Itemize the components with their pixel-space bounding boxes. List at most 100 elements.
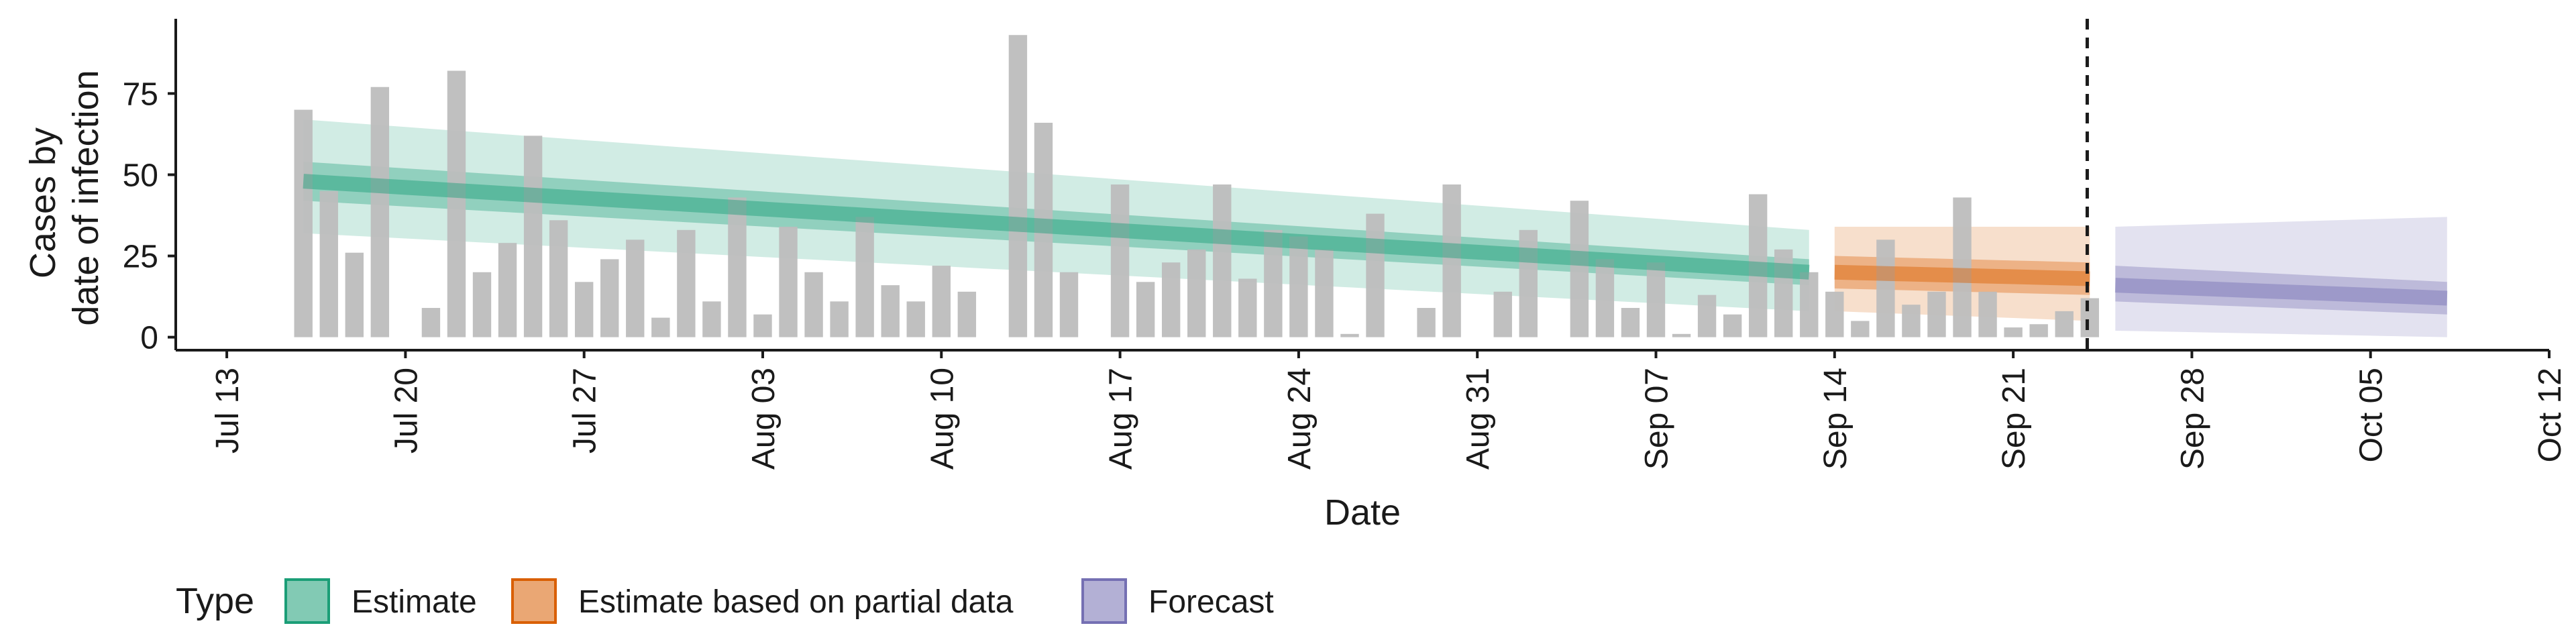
case-bar [1110, 184, 1130, 337]
y-axis-title: Cases by date of infection [23, 70, 106, 325]
case-bar [1161, 262, 1181, 337]
case-bar [1876, 239, 1895, 337]
case-bar [702, 301, 721, 337]
x-tick-label: Sep 21 [1996, 368, 2032, 470]
case-bar [1570, 201, 1589, 337]
x-tick-label: Aug 03 [746, 368, 782, 470]
case-bar [1366, 213, 1385, 337]
case-bar [753, 314, 772, 337]
case-bar [1595, 259, 1615, 337]
legend-label: Estimate based on partial data [578, 584, 1014, 620]
x-tick-label: Sep 14 [1818, 368, 1854, 470]
case-bar [1953, 197, 1972, 337]
case-bar [728, 197, 747, 337]
legend: Type Estimate Estimate based on partial d… [176, 578, 1274, 624]
case-bar [1442, 184, 1461, 337]
case-bar [2029, 324, 2048, 337]
case-bar [1825, 291, 1844, 337]
case-bar [1902, 305, 1921, 337]
case-bar [1264, 229, 1283, 337]
median-lines [303, 174, 2448, 306]
case-bar [1493, 291, 1512, 337]
case-bar [1059, 272, 1079, 337]
legend-items: Estimate Estimate based on partial data Fo… [284, 578, 1274, 624]
case-bar [1800, 272, 1819, 337]
y-axis-ticks: 0 25 50 75 [123, 76, 176, 356]
case-bar [1621, 308, 1640, 337]
case-bar [447, 70, 466, 337]
x-tick-label: Aug 31 [1460, 368, 1496, 470]
case-bar [1748, 194, 1768, 337]
case-bar [370, 87, 390, 337]
case-bar [1289, 236, 1308, 337]
y-tick-label: 75 [123, 76, 158, 112]
case-bar [957, 291, 977, 337]
median-band [2114, 278, 2448, 306]
case-bar [1519, 229, 1538, 337]
case-bar [1646, 262, 1666, 337]
case-bar [1340, 333, 1359, 337]
case-bar [472, 272, 492, 337]
case-bars [294, 35, 2099, 337]
outer-band [2115, 217, 2447, 337]
x-tick-label: Aug 24 [1282, 368, 1318, 470]
legend-label: Forecast [1148, 584, 1274, 620]
case-bar [651, 317, 670, 337]
case-bar [855, 217, 874, 337]
case-bar [830, 301, 849, 337]
legend-title: Type [176, 581, 254, 621]
case-bar [498, 243, 517, 337]
x-tick-label: Oct 12 [2532, 368, 2568, 462]
inner-band [303, 162, 1809, 286]
case-bar [1417, 308, 1436, 337]
case-bar [932, 266, 951, 337]
case-bar [421, 308, 441, 337]
case-bar [1008, 35, 1028, 337]
case-bar [2055, 311, 2074, 337]
x-tick-label: Aug 17 [1104, 368, 1139, 470]
case-bar [804, 272, 823, 337]
case-bar [1034, 122, 1053, 337]
case-bar [2004, 327, 2023, 337]
case-bar [1851, 321, 1870, 337]
case-bar [1187, 249, 1206, 337]
x-tick-label: Jul 20 [388, 368, 424, 453]
case-bar [1213, 184, 1232, 337]
case-bar [1774, 249, 1793, 337]
x-axis-title: Date [1324, 492, 1401, 533]
case-bar [294, 109, 313, 337]
y-axis-title-line-2: date of infection [66, 70, 106, 325]
case-bar [1978, 291, 1997, 337]
y-tick-label: 0 [140, 321, 158, 356]
case-bar [1136, 282, 1155, 337]
legend-swatch [1081, 578, 1127, 624]
inner-band [2115, 266, 2447, 315]
case-bar [549, 220, 568, 337]
x-axis-ticks: Jul 13 Jul 20 Jul 27 Aug 03 Aug 10 Aug 17 Aug … [210, 350, 2568, 470]
legend-swatch [511, 578, 557, 624]
median-band [1834, 264, 2090, 286]
x-tick-label: Oct 05 [2354, 368, 2390, 462]
y-tick-label: 25 [123, 239, 158, 275]
x-tick-label: Sep 28 [2175, 368, 2210, 470]
case-bar [626, 239, 645, 337]
case-bar [574, 282, 594, 337]
case-bar [600, 259, 619, 337]
case-bar [1672, 333, 1691, 337]
x-tick-label: Jul 27 [568, 368, 603, 453]
outer-band [303, 119, 1809, 311]
case-bar [345, 252, 364, 337]
x-tick-label: Aug 10 [924, 368, 960, 470]
case-bar [779, 226, 798, 337]
case-bar [1697, 294, 1717, 337]
case-bar [906, 301, 925, 337]
case-bar [319, 191, 338, 337]
case-bar [2080, 298, 2099, 337]
case-bar [1238, 278, 1257, 337]
case-bar [1927, 291, 1946, 337]
legend-label: Estimate [352, 584, 477, 620]
case-bar [1315, 249, 1334, 337]
case-bar [1723, 314, 1742, 337]
case-bar [881, 285, 900, 337]
